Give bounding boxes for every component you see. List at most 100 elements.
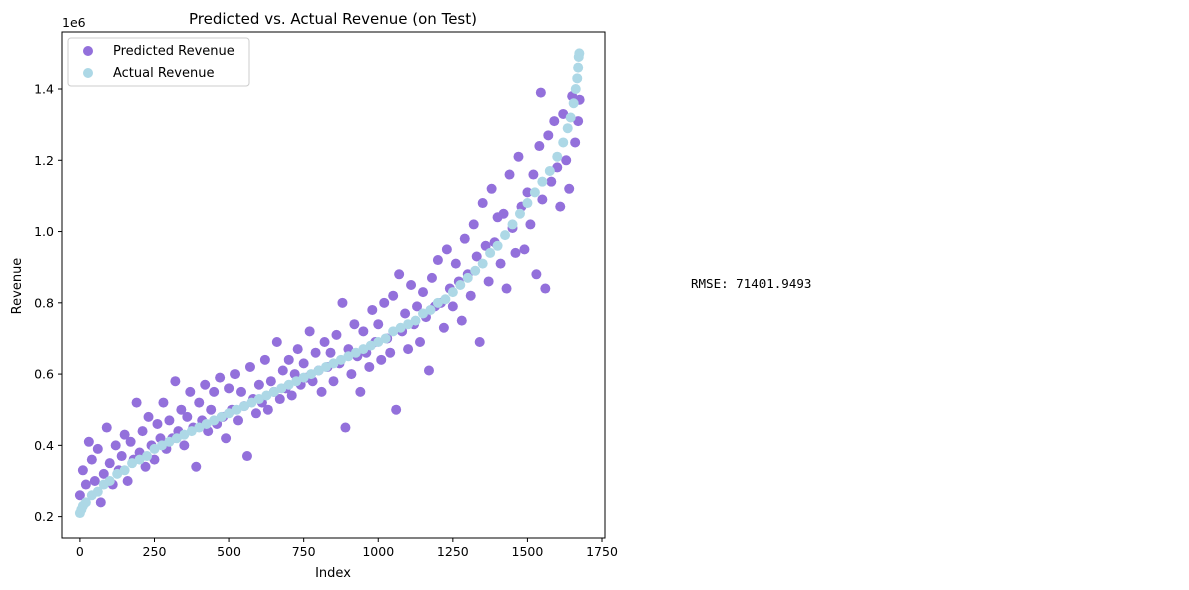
predicted-point — [92, 443, 103, 454]
predicted-point — [253, 379, 264, 390]
actual-point — [313, 365, 324, 376]
predicted-point — [74, 490, 85, 501]
predicted-point — [122, 475, 133, 486]
actual-point — [462, 272, 473, 283]
predicted-point — [471, 251, 482, 262]
predicted-point — [564, 183, 575, 194]
actual-point — [149, 443, 160, 454]
actual-point — [432, 297, 443, 308]
actual-point — [246, 397, 257, 408]
y-tick-label: 0.2 — [34, 509, 54, 524]
predicted-point — [244, 361, 255, 372]
actual-point — [335, 354, 346, 365]
predicted-point — [194, 397, 205, 408]
actual-point — [231, 404, 242, 415]
predicted-point — [525, 219, 536, 230]
actual-point — [403, 319, 414, 330]
predicted-point — [277, 365, 288, 376]
x-tick-label: 750 — [292, 544, 316, 559]
predicted-point — [265, 376, 276, 387]
x-tick-label: 1750 — [586, 544, 618, 559]
actual-point — [127, 458, 138, 469]
actual-point — [470, 265, 481, 276]
actual-point — [418, 308, 429, 319]
predicted-point — [286, 390, 297, 401]
predicted-point — [510, 247, 521, 258]
predicted-point — [394, 269, 405, 280]
predicted-point — [388, 290, 399, 301]
predicted-point — [403, 344, 414, 355]
actual-point — [164, 436, 175, 447]
predicted-point — [80, 479, 91, 490]
predicted-point — [77, 465, 88, 476]
predicted-point — [450, 258, 461, 269]
predicted-point — [274, 394, 285, 405]
predicted-point — [391, 404, 402, 415]
predicted-point — [531, 269, 542, 280]
predicted-point — [364, 361, 375, 372]
predicted-point — [504, 169, 515, 180]
predicted-point — [221, 433, 232, 444]
predicted-point — [292, 344, 303, 355]
predicted-point — [486, 183, 497, 194]
predicted-point — [465, 290, 476, 301]
predicted-point — [241, 451, 252, 462]
y-tick-label: 0.8 — [34, 295, 54, 310]
predicted-point — [116, 451, 127, 462]
actual-point — [350, 347, 361, 358]
predicted-point — [119, 429, 130, 440]
x-axis: 0 250 500 750 1000 1250 1500 1750 — [76, 538, 618, 559]
predicted-point — [179, 440, 190, 451]
actual-point — [529, 187, 540, 198]
x-tick-label: 1250 — [437, 544, 469, 559]
actual-point — [507, 219, 518, 230]
legend-marker-predicted — [83, 46, 93, 56]
predicted-point — [259, 354, 270, 365]
predicted-point — [483, 276, 494, 287]
predicted-point — [262, 404, 273, 415]
actual-point — [558, 137, 569, 148]
actual-point — [119, 465, 130, 476]
predicted-point — [152, 418, 163, 429]
predicted-point — [495, 258, 506, 269]
predicted-point — [441, 244, 452, 255]
actual-point — [447, 287, 458, 298]
actual-point — [455, 280, 466, 290]
actual-point — [216, 411, 227, 422]
actual-point — [80, 497, 91, 508]
actual-point — [358, 344, 369, 355]
predicted-point — [412, 301, 423, 312]
actual-point — [522, 198, 533, 209]
chart-title: Predicted vs. Actual Revenue (on Test) — [189, 10, 477, 28]
actual-point — [276, 383, 287, 394]
actual-point — [306, 369, 317, 380]
predicted-point — [340, 422, 351, 433]
predicted-point — [98, 468, 109, 479]
predicted-point — [140, 461, 151, 472]
plot-frame — [61, 31, 606, 539]
predicted-point — [233, 415, 244, 426]
predicted-point — [543, 130, 554, 141]
predicted-point — [573, 116, 584, 127]
legend-label-predicted: Predicted Revenue — [113, 44, 235, 59]
y-axis-label: Revenue — [10, 258, 25, 315]
predicted-point — [535, 87, 546, 98]
predicted-point — [346, 369, 357, 380]
predicted-point — [137, 426, 148, 437]
y-offset-label: 1e6 — [62, 15, 86, 30]
predicted-point — [570, 137, 581, 148]
predicted-point — [426, 272, 437, 283]
predicted-point — [373, 319, 384, 330]
predicted-point — [468, 219, 479, 230]
actual-point — [568, 98, 579, 109]
actual-point — [209, 415, 220, 426]
predicted-point — [83, 436, 94, 447]
predicted-point — [513, 151, 524, 162]
predicted-point — [528, 169, 539, 180]
actual-point — [194, 422, 205, 433]
actual-point — [171, 433, 182, 444]
predicted-point — [236, 386, 247, 397]
predicted-point — [110, 440, 121, 451]
predicted-point — [125, 436, 136, 447]
predicted-point — [438, 322, 449, 333]
